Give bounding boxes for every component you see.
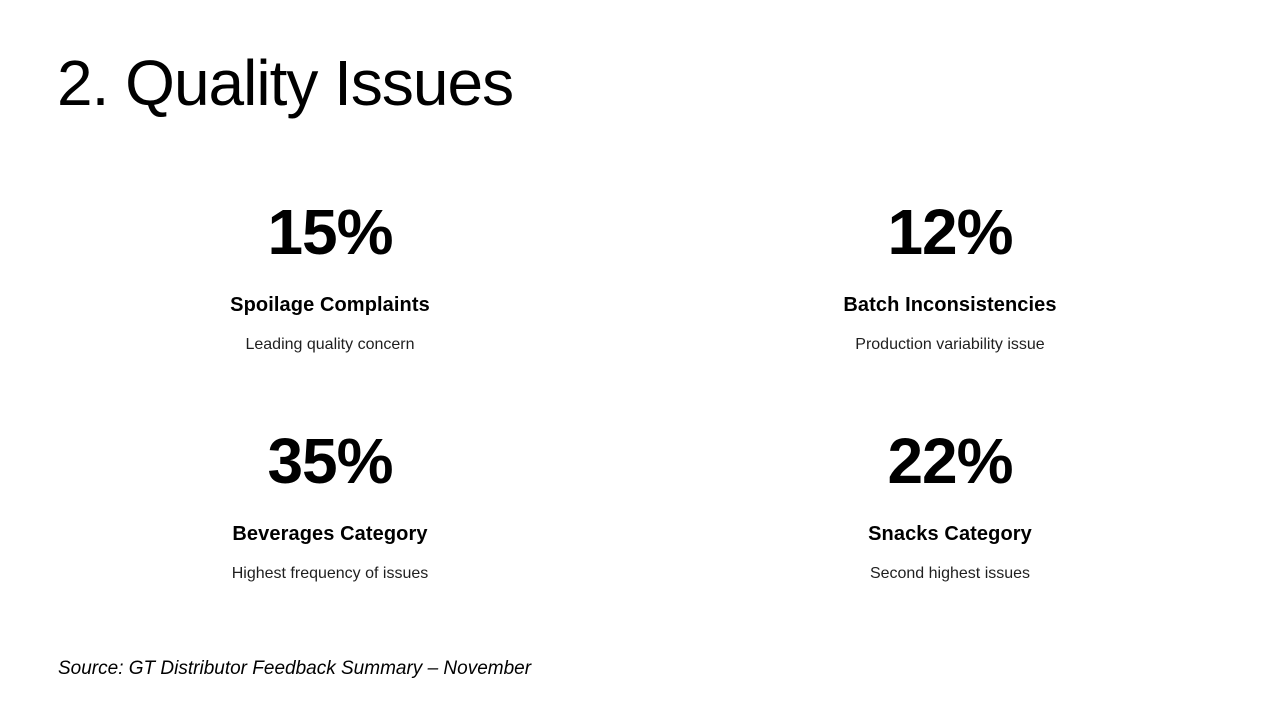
stat-description: Leading quality concern	[245, 336, 415, 353]
stat-beverages-category: 35% Beverages Category Highest frequency…	[20, 429, 640, 583]
stat-spoilage-complaints: 15% Spoilage Complaints Leading quality …	[20, 200, 640, 354]
stat-label: Beverages Category	[232, 523, 428, 545]
stat-description: Second highest issues	[869, 565, 1031, 582]
stat-batch-inconsistencies: 12% Batch Inconsistencies Production var…	[640, 200, 1260, 354]
stats-grid: 15% Spoilage Complaints Leading quality …	[20, 200, 1260, 583]
stat-description: Production variability issue	[855, 336, 1045, 353]
stat-label: Snacks Category	[868, 523, 1032, 545]
slide-title: 2. Quality Issues	[57, 47, 514, 119]
source-citation: Source: GT Distributor Feedback Summary …	[58, 658, 532, 679]
stat-label: Spoilage Complaints	[230, 294, 430, 316]
stat-label: Batch Inconsistencies	[843, 294, 1057, 316]
stat-description: Highest frequency of issues	[231, 565, 429, 582]
stat-value: 15%	[267, 196, 393, 268]
stat-value: 22%	[887, 425, 1013, 497]
stat-snacks-category: 22% Snacks Category Second highest issue…	[640, 429, 1260, 583]
stat-value: 12%	[887, 196, 1013, 268]
stat-value: 35%	[267, 425, 393, 497]
